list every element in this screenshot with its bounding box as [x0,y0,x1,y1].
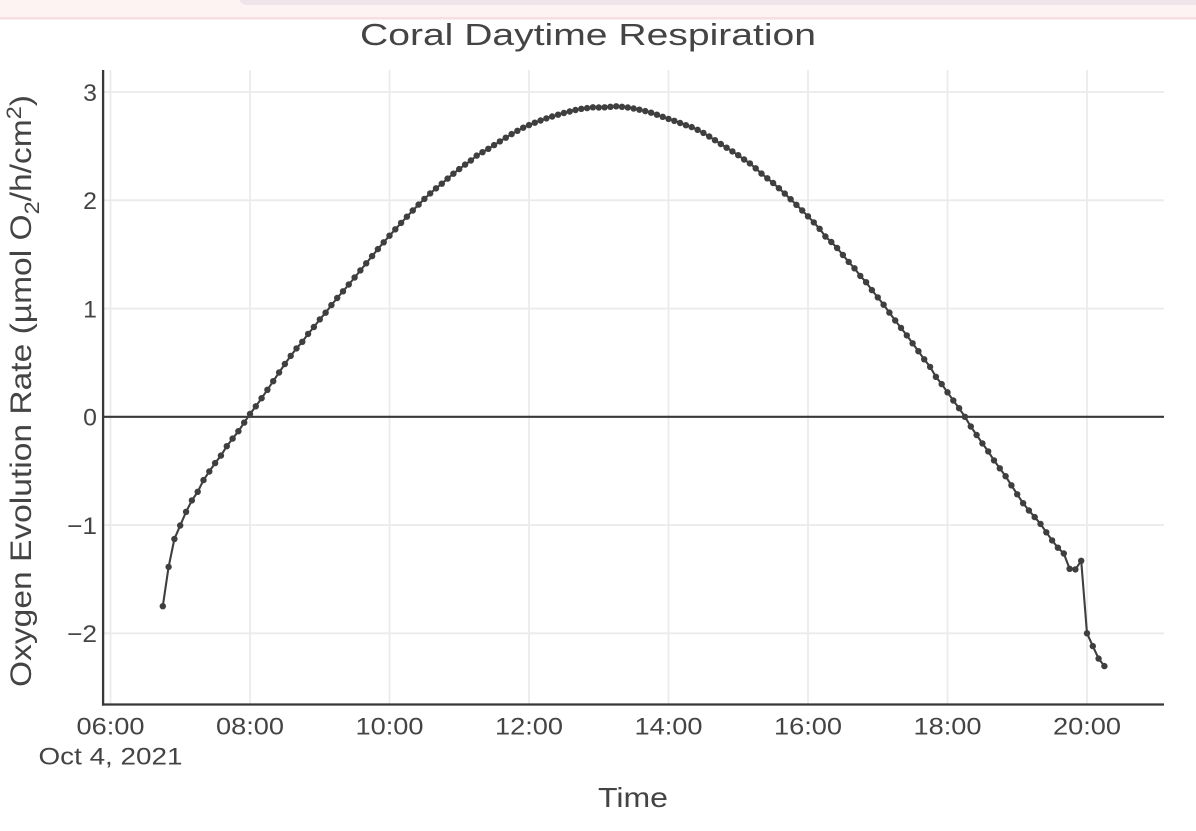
svg-text:1: 1 [83,296,97,323]
svg-text:−2: −2 [67,621,97,648]
svg-text:18:00: 18:00 [914,714,982,741]
svg-text:14:00: 14:00 [635,714,703,741]
svg-text:08:00: 08:00 [216,714,284,741]
svg-text:Coral Daytime Respiration: Coral Daytime Respiration [360,17,816,52]
svg-text:20:00: 20:00 [1053,714,1121,741]
svg-text:Oct 4, 2021: Oct 4, 2021 [39,744,183,771]
svg-text:Time: Time [598,782,668,813]
svg-text:12:00: 12:00 [495,714,563,741]
svg-text:Oxygen Evolution Rate (µmol O2: Oxygen Evolution Rate (µmol O2/h/cm2) [3,95,44,687]
svg-text:−1: −1 [67,513,97,540]
svg-text:0: 0 [83,405,97,432]
svg-text:10:00: 10:00 [356,714,424,741]
svg-text:2: 2 [83,188,97,215]
svg-text:3: 3 [83,80,97,107]
svg-text:06:00: 06:00 [77,714,145,741]
svg-text:16:00: 16:00 [774,714,842,741]
